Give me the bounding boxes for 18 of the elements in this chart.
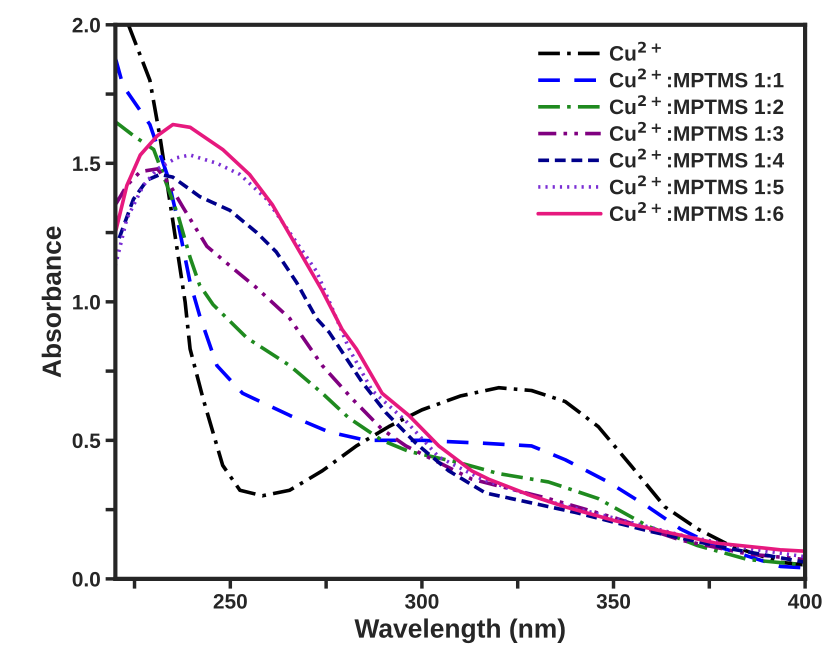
legend-label: Cu$^{2+}$: [610, 42, 661, 61]
x-tick-label: 250: [214, 594, 247, 609]
legend-label: Cu$^{2+}$:MPTMS 1:3: [610, 122, 784, 141]
legend-label: Cu$^{2+}$:MPTMS 1:2: [610, 95, 784, 114]
y-tick-label: 0.5: [72, 433, 100, 448]
y-tick-label: 1.5: [73, 156, 100, 172]
x-tick-label: 350: [596, 594, 630, 609]
x-tick-label: 300: [405, 594, 438, 609]
y-tick-label: 0.0: [72, 572, 100, 587]
legend-label: Cu$^{2+}$:MPTMS 1:4: [610, 148, 784, 168]
x-tick-label: 400: [788, 594, 822, 609]
legend-label: Cu$^{2+}$:MPTMS 1:1: [610, 68, 784, 88]
y-axis-title: Absorbance: [42, 226, 62, 378]
y-tick-label: 1.0: [73, 294, 100, 310]
x-axis-title: Wavelength (nm): [354, 618, 565, 644]
legend-label: Cu$^{2+}$:MPTMS 1:6: [610, 202, 784, 222]
y-tick-label: 2.0: [72, 18, 100, 33]
legend-label: Cu$^{2+}$:MPTMS 1:5: [610, 175, 784, 194]
